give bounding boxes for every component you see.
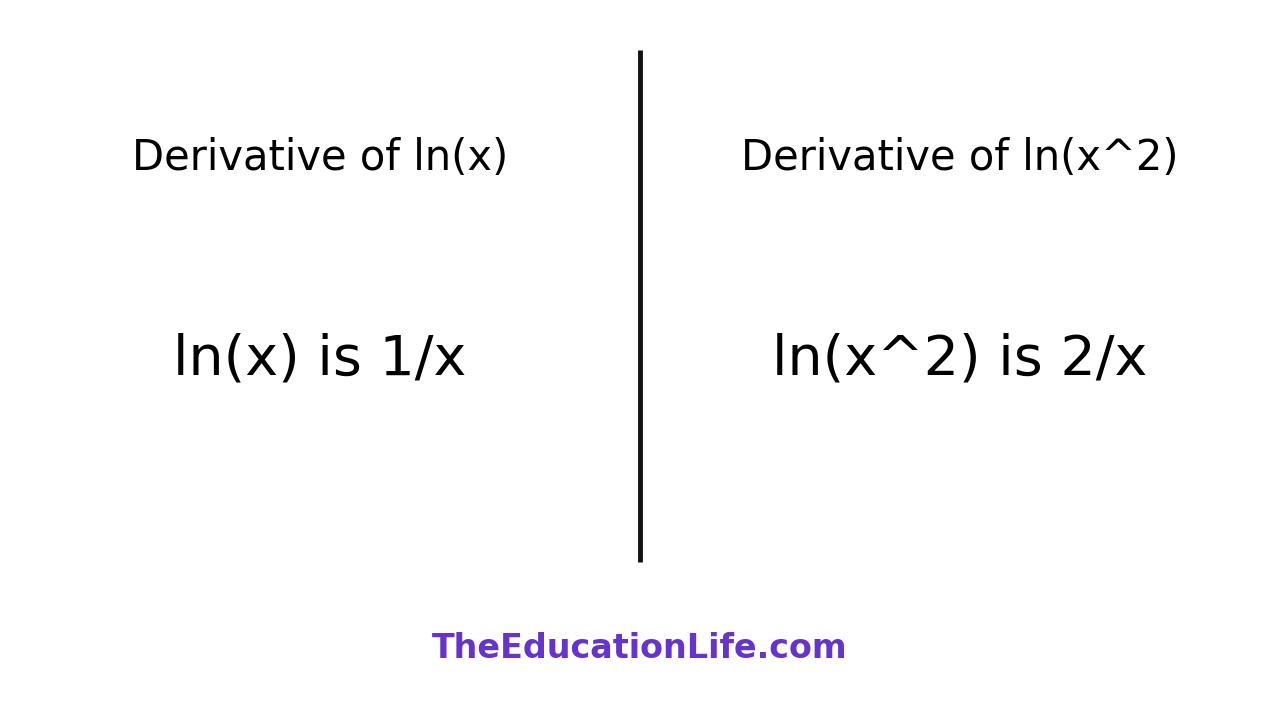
Text: ln(x^2) is 2/x: ln(x^2) is 2/x	[772, 333, 1148, 387]
Text: Derivative of ln(x): Derivative of ln(x)	[132, 138, 508, 179]
Text: ln(x) is 1/x: ln(x) is 1/x	[173, 333, 467, 387]
Text: TheEducationLife.com: TheEducationLife.com	[433, 631, 847, 665]
Text: Derivative of ln(x^2): Derivative of ln(x^2)	[741, 138, 1179, 179]
